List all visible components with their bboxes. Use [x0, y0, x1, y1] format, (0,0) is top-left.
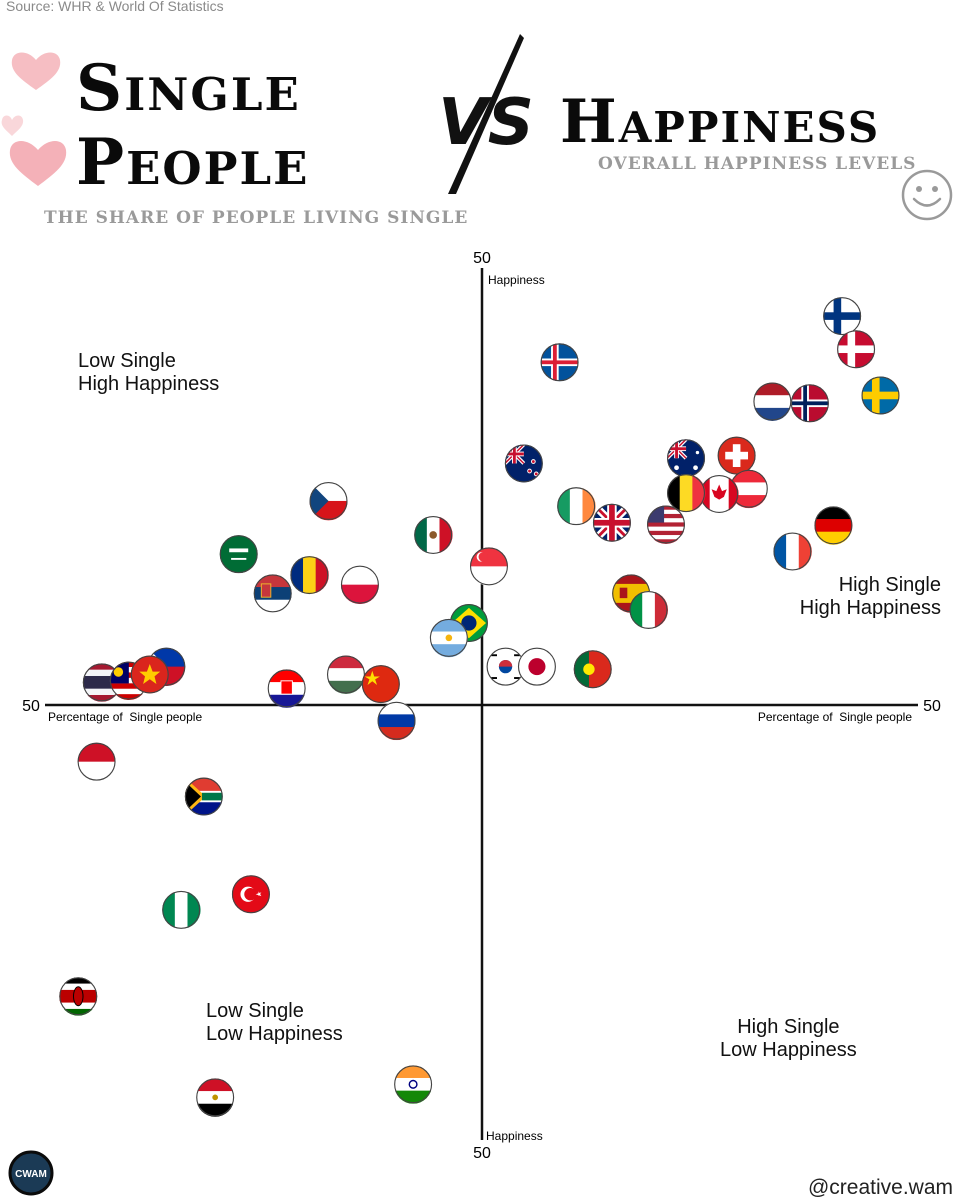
- quadrant-line: Low Single: [78, 350, 176, 372]
- creator-handle: @creative.wam: [807, 1176, 953, 1199]
- flag-point-india: [394, 1065, 433, 1104]
- flag-point-portugal: [573, 650, 612, 689]
- flag-point-serbia: [253, 574, 292, 613]
- flag-point-indonesia: [77, 742, 116, 782]
- flag-point-czechia: [309, 481, 348, 521]
- flag-point-italy: [629, 590, 669, 629]
- flag-point-uk: [592, 503, 631, 542]
- flag-point-singapore: [469, 547, 508, 586]
- y-max-label: 50: [473, 250, 491, 267]
- lightning-slash: [448, 34, 524, 194]
- hearts-decoration: [1, 52, 67, 186]
- flag-point-australia: [667, 439, 706, 478]
- source-note: Source: WHR & World Of Statistics: [6, 0, 224, 14]
- flag-point-vietnam: [130, 655, 169, 694]
- flag-point-croatia: [267, 669, 306, 708]
- flag-point-nigeria: [162, 890, 201, 929]
- quadrant-label-top-left: Low Single High Happiness: [78, 350, 219, 396]
- quadrant-line: High Happiness: [78, 373, 220, 395]
- x-min-label: 50: [22, 698, 40, 715]
- smiley-icon: [901, 169, 953, 221]
- heart-icon: [1, 115, 24, 136]
- subtitle-happiness: OVERALL HAPPINESS LEVELS: [598, 154, 917, 174]
- quadrant-label-top-right: High Single High Happiness: [800, 574, 941, 620]
- flag-point-argentina: [429, 618, 468, 658]
- quadrant-label-bottom-left: Low Single Low Happiness: [206, 1000, 343, 1046]
- y-axis-label-top: Happiness: [488, 273, 545, 287]
- flag-point-switzerland: [717, 436, 756, 475]
- flag-point-sweden: [861, 376, 900, 415]
- title-happiness: Happiness: [560, 87, 881, 157]
- flag-point-belgium: [667, 474, 706, 513]
- flag-point-saudi-arabia: [219, 535, 258, 574]
- svg-text:CWAM: CWAM: [15, 1169, 47, 1180]
- cwam-logo: CWAM: [8, 1150, 54, 1196]
- title-line-1: Single: [76, 51, 301, 126]
- heart-icon: [9, 141, 67, 186]
- x-axis-label-left: Percentage of Single people: [48, 710, 202, 724]
- flag-point-canada: [700, 474, 739, 513]
- title-line-2: People: [76, 125, 310, 200]
- flag-point-egypt: [196, 1078, 235, 1117]
- points-layer: [59, 297, 900, 1117]
- flag-point-denmark: [837, 330, 876, 369]
- flag-point-china: [361, 665, 400, 704]
- flag-point-turkey: [231, 875, 270, 914]
- flag-point-new-zealand: [504, 444, 543, 483]
- flag-point-russia: [377, 701, 416, 741]
- vs-logo: VS: [438, 34, 534, 194]
- flag-point-ireland: [557, 487, 596, 526]
- scatter-chart: 50 Happiness Happiness 50 50 Percentage …: [22, 250, 941, 1162]
- flag-point-germany: [814, 506, 853, 545]
- quadrant-line: Low Happiness: [720, 1039, 857, 1061]
- vs-text: VS: [438, 86, 534, 160]
- y-axis-label-bottom: Happiness: [486, 1129, 543, 1143]
- quadrant-line: High Single: [838, 574, 941, 596]
- subtitle-single: THE SHARE OF PEOPLE LIVING SINGLE: [44, 208, 469, 228]
- heart-icon: [11, 52, 61, 90]
- flag-point-netherlands: [753, 382, 792, 422]
- flag-point-hungary: [326, 655, 365, 694]
- flag-point-norway: [790, 384, 829, 423]
- flag-point-kenya: [59, 977, 98, 1016]
- flag-point-malaysia: [109, 661, 148, 701]
- flag-point-japan: [517, 647, 556, 686]
- x-max-label: 50: [923, 698, 941, 715]
- quadrant-line: Low Happiness: [206, 1023, 343, 1045]
- title-single-people: Single People: [76, 52, 396, 200]
- flag-point-iceland: [540, 343, 579, 382]
- flag-point-romania: [290, 556, 329, 595]
- flag-point-poland: [340, 565, 379, 605]
- flag-point-austria: [729, 469, 768, 509]
- flag-point-mexico: [414, 515, 453, 554]
- quadrant-line: Low Single: [206, 1000, 304, 1022]
- flag-point-south-africa: [184, 777, 223, 816]
- quadrant-line: High Happiness: [799, 597, 941, 619]
- flag-point-finland: [823, 297, 862, 336]
- y-min-label: 50: [473, 1145, 491, 1162]
- quadrant-label-bottom-right: High Single Low Happiness: [720, 1016, 857, 1062]
- quadrant-line: High Single: [737, 1016, 840, 1038]
- flag-point-france: [773, 532, 812, 571]
- flag-point-usa: [646, 505, 685, 544]
- x-axis-label-right: Percentage of Single people: [758, 710, 912, 724]
